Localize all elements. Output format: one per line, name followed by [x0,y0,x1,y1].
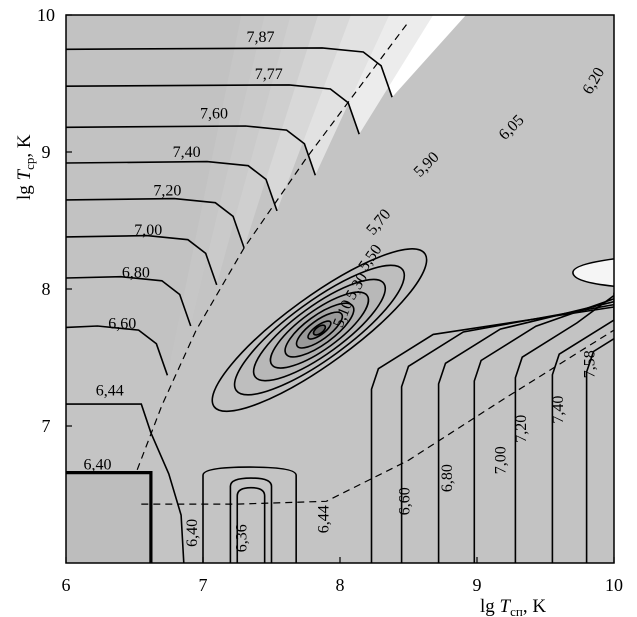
contour-line [66,47,393,98]
contour-line [66,325,169,376]
contour-label: 6,80 [122,265,150,282]
contour-label-group: 7,58 [581,350,598,378]
contour-label: 7,20 [513,415,530,443]
contour-line [66,275,192,327]
contour-label-group: 6,60 [396,487,413,515]
ridge-contour [307,320,332,340]
x-axis-title-prefix: lg [480,596,500,617]
contour-label: 7,40 [173,144,201,161]
contour-label-group: 7,20 [513,415,530,443]
contour-label-group: 7,00 [492,446,509,474]
dashed-boundary [141,329,614,505]
contour-label: 6,40 [84,456,112,473]
ridge-contour [269,291,370,369]
boundary-lines [136,21,614,505]
contour-label-group: 7,77 [255,66,283,83]
y-axis-title-var: T [14,168,35,180]
y-axis-title-prefix: lg [14,180,35,200]
contour-line [437,300,614,563]
lower-left-region [66,472,151,563]
contour-label: 7,40 [550,396,567,424]
contour-line [202,466,297,563]
contour-line [66,125,317,176]
contour-line [66,84,360,135]
x-axis-title-suffix: , K [523,596,547,617]
contour-label-group: 6,44 [96,382,124,399]
contour-label-group: 7,40 [173,144,201,161]
contour-label: 6,80 [439,464,456,492]
contour-line [229,477,273,563]
contour-label-group: 7,60 [200,106,228,123]
contour-label: 7,00 [492,446,509,474]
ridge-contour [284,302,355,358]
contour-label-group: 7,40 [550,396,567,424]
ridge-contour [233,264,406,396]
x-tick-label: 9 [473,575,482,595]
contour-line [370,306,614,563]
contour-label-group: 6,80 [122,265,150,282]
contour-label: 6,36 [233,524,250,552]
ridge-contour [295,311,344,349]
dashed-boundary [136,21,409,471]
thick-boundary [66,471,153,563]
contour-line [572,258,614,288]
contour-label: 7,20 [153,182,181,199]
y-axis-title: lg Tср, K [14,134,37,200]
x-tick-label: 7 [199,575,208,595]
contour-label-group: 7,20 [153,182,181,199]
contour-label-group: 6,40 [84,456,112,473]
y-tick-label: 10 [37,5,55,25]
x-axis-title-var: T [500,596,512,617]
x-tick-label: 8 [336,575,345,595]
y-axis-title-suffix: , K [14,134,35,158]
contour-label: 7,77 [255,66,283,83]
contour-label: 7,00 [134,222,162,239]
y-axis-title-sub: ср [22,158,37,170]
x-tick-label: 10 [605,575,623,595]
x-axis-title-sub: сп [510,604,523,617]
y-tick-label: 8 [42,279,51,299]
ridge-core [312,324,327,336]
contour-line [514,294,614,563]
contour-line [66,403,185,563]
contour-label-group: 6,80 [439,464,456,492]
contour-label: 6,44 [316,505,333,533]
contour-label: 6,60 [396,487,413,515]
contour-label-group: 7,00 [134,222,162,239]
x-tick-label: 6 [62,575,71,595]
contour-lines [66,47,614,563]
ridge-contour [211,248,428,413]
axes: 6 7 8 9 10 7 8 9 10 [37,5,623,595]
contour-line [236,486,266,563]
contour-label: 7,87 [247,29,275,46]
contour-line [473,298,614,563]
ridge-contour [252,278,387,382]
contour-label-group: 6,60 [108,315,136,332]
contour-label: 7,60 [200,106,228,123]
y-tick-label: 9 [42,142,51,162]
contour-line [66,197,245,249]
contour-label: 6,44 [96,382,124,399]
contour-label: 6,40 [184,519,201,547]
contour-label-group: 6,40 [184,519,201,547]
contour-label-group: 6,44 [316,505,333,533]
contour-label-group: 6,36 [233,524,250,552]
contour-line [66,160,278,212]
contour-line [551,292,614,563]
contour-label-group: 7,87 [247,29,275,46]
x-axis-title: lg Tсп, K [480,596,546,617]
contour-band [66,15,242,376]
contour-line [66,234,218,286]
y-tick-label: 7 [42,416,51,436]
contour-line [585,289,614,563]
contour-label: 6,60 [108,315,136,332]
contour-label: 7,58 [581,350,598,378]
